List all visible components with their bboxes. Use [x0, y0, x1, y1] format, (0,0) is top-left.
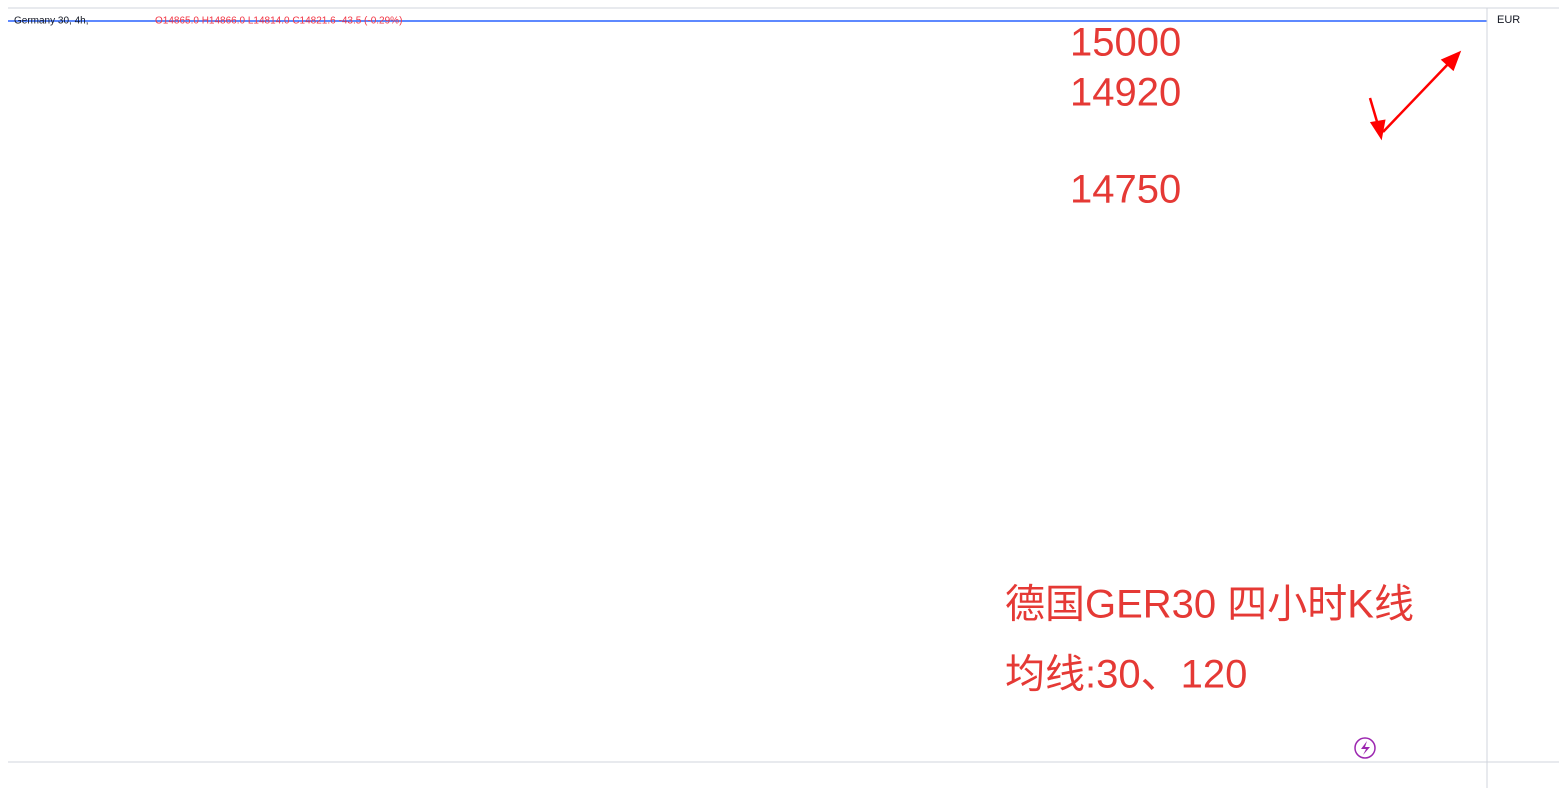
ohlc-readout: O14865.0 H14866.0 L14814.0 C14821.6 -43.… — [155, 16, 402, 27]
caption: 德国GER30 四小时K线 — [1005, 583, 1414, 627]
arrow-line — [1382, 61, 1451, 133]
caption: 均线:30、120 — [1005, 653, 1247, 697]
alert-icon[interactable] — [1354, 737, 1376, 759]
annotation: 14920 — [1070, 71, 1181, 115]
arrow-head — [1440, 50, 1462, 72]
drawn-arrows — [1368, 50, 1462, 141]
annotation: 15000 — [1070, 21, 1181, 65]
annotation: 14750 — [1070, 168, 1181, 212]
symbol: Germany 30, 4h, — [14, 16, 88, 27]
alert-icon-bolt — [1361, 741, 1370, 755]
currency: EUR — [1497, 14, 1520, 26]
arrow-head — [1369, 119, 1386, 141]
arrow-line — [1368, 97, 1380, 126]
